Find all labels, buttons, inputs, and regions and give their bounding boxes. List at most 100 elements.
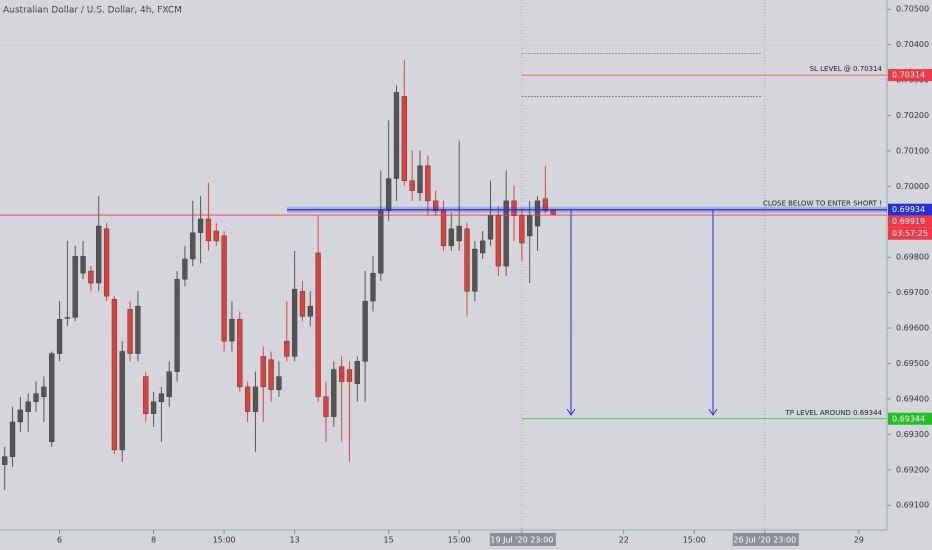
- level-annotation: SL LEVEL @ 0.70314: [810, 65, 883, 73]
- candle-body: [440, 210, 447, 247]
- candle-body: [197, 218, 204, 233]
- arrow: [566, 210, 576, 416]
- y-tick-label: 0.69800: [896, 253, 929, 262]
- arrow: [708, 210, 718, 416]
- candle-body: [276, 376, 282, 390]
- candle-body: [472, 248, 478, 292]
- candle-body: [205, 218, 212, 242]
- level-annotation: CLOSE BELOW TO ENTER SHORT !: [763, 200, 882, 208]
- y-tick-label: 0.69500: [896, 359, 929, 368]
- candle-body: [339, 366, 345, 382]
- y-tick-label: 0.70500: [896, 5, 929, 14]
- candle-body: [480, 240, 486, 254]
- x-tick-label: 8: [151, 536, 156, 545]
- candle-body: [331, 369, 337, 417]
- candle-body: [448, 228, 454, 247]
- candle-body: [143, 376, 149, 414]
- x-tick-label: 22: [619, 536, 629, 545]
- candle-body: [237, 319, 243, 388]
- candle-body: [135, 305, 141, 354]
- y-tick-label: 0.69200: [896, 465, 929, 474]
- candle-body: [511, 200, 517, 216]
- price-label: 0.69919: [892, 217, 925, 226]
- x-tick-label: 6: [57, 536, 62, 545]
- candle-body: [346, 369, 353, 382]
- x-tick-label: 15:00: [448, 536, 471, 545]
- y-tick-label: 0.70400: [896, 40, 929, 49]
- candle-body: [64, 317, 71, 319]
- candle-body: [323, 396, 329, 417]
- candle-body: [354, 361, 360, 384]
- x-tick-label: 15:00: [683, 536, 706, 545]
- candle-body: [519, 215, 525, 244]
- candle-body: [80, 255, 86, 274]
- candle-body: [291, 288, 298, 357]
- candle-body: [221, 235, 227, 342]
- y-tick-label: 0.69400: [896, 394, 929, 403]
- price-label-bg: [888, 412, 932, 425]
- candle-body: [409, 180, 415, 191]
- candle-body: [56, 319, 63, 354]
- countdown: 03:57:25: [892, 229, 928, 238]
- y-tick-label: 0.70000: [896, 182, 929, 191]
- x-tick-label: 13: [290, 536, 300, 545]
- candle-body: [487, 215, 494, 240]
- chart-title: Australian Dollar / U.S. Dollar, 4h, FXC…: [3, 6, 182, 16]
- countdown-bg: [888, 227, 932, 240]
- candle-body: [542, 198, 548, 211]
- candle-body: [425, 165, 431, 202]
- candle-body: [9, 421, 16, 457]
- price-label-bg: [888, 215, 932, 228]
- candle-body: [417, 165, 423, 193]
- candle-body: [393, 92, 400, 179]
- candle-body: [166, 371, 172, 397]
- candle-body: [534, 200, 541, 227]
- candle-body: [495, 215, 501, 267]
- price-label: 0.69344: [892, 414, 925, 423]
- candle-body: [127, 309, 133, 354]
- candle-body: [96, 225, 102, 284]
- candle-body: [401, 96, 407, 181]
- level-annotation: TP LEVEL AROUND 0.69344: [785, 409, 883, 417]
- candle-body: [456, 225, 462, 242]
- candle-body: [182, 258, 188, 280]
- candle-body: [527, 215, 533, 237]
- candle-body: [2, 456, 8, 466]
- candle-body: [33, 393, 39, 402]
- y-tick-label: 0.69100: [896, 501, 929, 510]
- candle-body: [386, 178, 392, 211]
- candle-body: [268, 359, 274, 390]
- candle-body: [244, 386, 251, 412]
- candle-body: [433, 200, 439, 211]
- candle-body: [150, 401, 157, 414]
- candle-body: [464, 228, 470, 292]
- candle-body: [49, 353, 55, 442]
- candle-body: [378, 210, 384, 274]
- candle-body: [503, 200, 509, 267]
- y-tick-label: 0.69600: [896, 324, 929, 333]
- candle-body: [190, 232, 196, 260]
- candle-body: [103, 228, 110, 297]
- x-tick-highlight: [489, 533, 556, 546]
- x-tick-label: 15:00: [213, 536, 236, 545]
- y-tick-label: 0.70200: [896, 111, 929, 120]
- price-label: 0.69934: [892, 205, 925, 214]
- x-tick-label: 26 Jul '20 23:00: [733, 536, 796, 545]
- candle-body: [72, 255, 78, 318]
- candle-body: [88, 270, 94, 284]
- candle-body: [315, 252, 321, 397]
- x-tick-label: 15: [384, 536, 394, 545]
- candle-body: [111, 299, 118, 451]
- candle-body: [158, 393, 165, 402]
- price-label-bg: [888, 69, 932, 82]
- x-tick-highlight: [732, 533, 799, 546]
- price-label-bg: [888, 203, 932, 216]
- arrows: [566, 210, 718, 416]
- candle-body: [260, 356, 266, 388]
- x-tick-label: 19 Jul '20 23:00: [490, 536, 553, 545]
- candle-body: [299, 291, 306, 317]
- candle-body: [174, 278, 180, 372]
- candle-body: [284, 340, 290, 357]
- candle-body: [229, 319, 235, 342]
